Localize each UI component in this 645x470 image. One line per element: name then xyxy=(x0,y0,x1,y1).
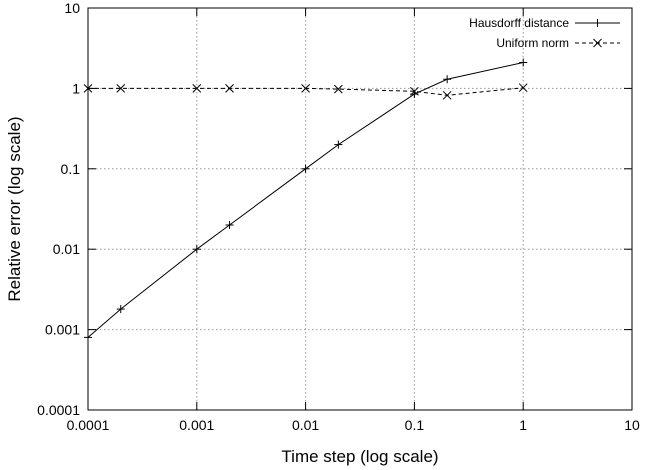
y-tick-label: 0.1 xyxy=(61,161,81,177)
data-point-uniform-norm xyxy=(192,84,202,93)
legend-label-uniform-norm: Uniform norm xyxy=(496,36,569,50)
plot-frame xyxy=(87,7,633,411)
data-point-hausdorff-distance xyxy=(519,58,528,67)
series xyxy=(83,58,528,342)
legend-marker-hausdorff-distance xyxy=(593,19,602,27)
data-point-uniform-norm xyxy=(410,86,419,96)
data-point-uniform-norm xyxy=(442,90,452,100)
data-point-uniform-norm xyxy=(225,84,234,93)
data-point-uniform-norm xyxy=(116,84,126,93)
data-point-hausdorff-distance xyxy=(301,164,310,173)
x-tick-label: 0.001 xyxy=(179,417,214,433)
grid xyxy=(88,8,632,410)
y-tick-label: 0.01 xyxy=(53,241,80,257)
legend: Hausdorff distance Uniform norm xyxy=(469,16,620,50)
x-tick-label: 0.01 xyxy=(292,417,319,433)
series-hausdorff-distance xyxy=(84,58,528,342)
x-tick-label: 1 xyxy=(519,417,527,433)
legend-label-hausdorff-distance: Hausdorff distance xyxy=(469,16,569,30)
axis-ticks xyxy=(87,7,633,411)
y-tick-label: 0.0001 xyxy=(37,402,80,418)
data-point-uniform-norm xyxy=(333,84,343,94)
y-tick-label: 10 xyxy=(64,0,80,16)
data-point-uniform-norm xyxy=(518,83,528,93)
y-axis-title: Relative error (log scale) xyxy=(5,116,24,301)
data-point-uniform-norm xyxy=(83,84,93,93)
data-point-hausdorff-distance xyxy=(116,305,125,314)
x-tick-label: 0.1 xyxy=(405,417,425,433)
y-tick-label: 1 xyxy=(72,80,80,96)
data-point-hausdorff-distance xyxy=(192,245,201,254)
data-point-hausdorff-distance xyxy=(443,75,452,84)
series-uniform-norm xyxy=(83,83,528,100)
data-point-hausdorff-distance xyxy=(225,220,234,229)
data-point-uniform-norm xyxy=(301,84,310,93)
legend-marker-uniform-norm xyxy=(593,38,602,48)
x-tick-label: 0.0001 xyxy=(67,417,110,433)
x-axis-title: Time step (log scale) xyxy=(281,447,438,466)
data-point-hausdorff-distance xyxy=(84,333,92,342)
tick-labels: 0.0001 0.001 0.01 0.1 1 10 0.0001 0.001 0.01 0.1 1… xyxy=(37,0,640,433)
x-tick-label: 10 xyxy=(624,417,640,433)
data-point-hausdorff-distance xyxy=(334,140,343,149)
y-tick-label: 0.001 xyxy=(45,322,80,338)
